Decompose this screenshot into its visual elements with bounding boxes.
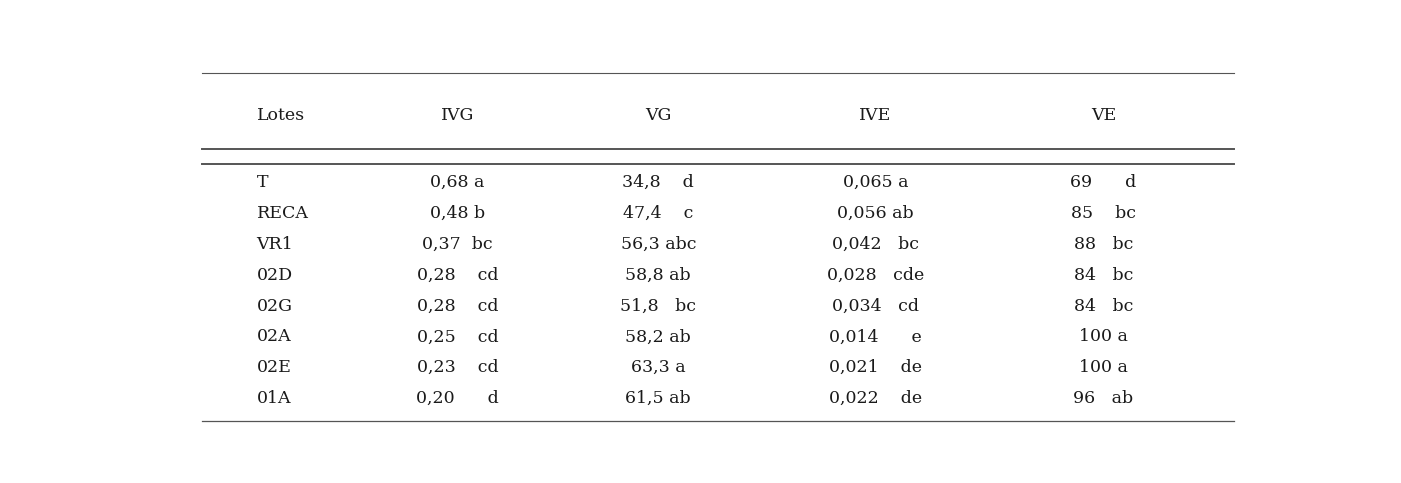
Text: 0,28    cd: 0,28 cd <box>416 298 499 314</box>
Text: 47,4    c: 47,4 c <box>623 205 693 222</box>
Text: IVG: IVG <box>441 107 474 124</box>
Text: 96   ab: 96 ab <box>1073 390 1133 407</box>
Text: 84   bc: 84 bc <box>1073 298 1133 314</box>
Text: 02A: 02A <box>256 328 291 345</box>
Text: 61,5 ab: 61,5 ab <box>625 390 691 407</box>
Text: 69      d: 69 d <box>1070 174 1136 191</box>
Text: 0,20      d: 0,20 d <box>416 390 499 407</box>
Text: 0,056 ab: 0,056 ab <box>838 205 913 222</box>
Text: 88   bc: 88 bc <box>1073 236 1133 253</box>
Text: 58,2 ab: 58,2 ab <box>625 328 691 345</box>
Text: 51,8   bc: 51,8 bc <box>621 298 696 314</box>
Text: 02D: 02D <box>256 267 293 284</box>
Text: 02E: 02E <box>256 359 291 376</box>
Text: 01A: 01A <box>256 390 291 407</box>
Text: 0,021    de: 0,021 de <box>829 359 922 376</box>
Text: 100 a: 100 a <box>1079 328 1128 345</box>
Text: VE: VE <box>1091 107 1117 124</box>
Text: 0,065 a: 0,065 a <box>842 174 908 191</box>
Text: 0,23    cd: 0,23 cd <box>416 359 499 376</box>
Text: 63,3 a: 63,3 a <box>630 359 685 376</box>
Text: 0,022    de: 0,022 de <box>829 390 922 407</box>
Text: 0,028   cde: 0,028 cde <box>827 267 925 284</box>
Text: 02G: 02G <box>256 298 293 314</box>
Text: 0,37  bc: 0,37 bc <box>422 236 493 253</box>
Text: 0,48 b: 0,48 b <box>430 205 485 222</box>
Text: Lotes: Lotes <box>256 107 304 124</box>
Text: 34,8    d: 34,8 d <box>622 174 693 191</box>
Text: 0,042   bc: 0,042 bc <box>832 236 919 253</box>
Text: IVE: IVE <box>859 107 891 124</box>
Text: 100 a: 100 a <box>1079 359 1128 376</box>
Text: 0,014      e: 0,014 e <box>829 328 922 345</box>
Text: RECA: RECA <box>256 205 308 222</box>
Text: T: T <box>256 174 268 191</box>
Text: 0,68 a: 0,68 a <box>430 174 485 191</box>
Text: VR1: VR1 <box>256 236 293 253</box>
Text: 85    bc: 85 bc <box>1070 205 1136 222</box>
Text: VG: VG <box>644 107 671 124</box>
Text: 0,25    cd: 0,25 cd <box>416 328 499 345</box>
Text: 58,8 ab: 58,8 ab <box>625 267 691 284</box>
Text: 84   bc: 84 bc <box>1073 267 1133 284</box>
Text: 0,034   cd: 0,034 cd <box>832 298 919 314</box>
Text: 56,3 abc: 56,3 abc <box>621 236 696 253</box>
Text: 0,28    cd: 0,28 cd <box>416 267 499 284</box>
